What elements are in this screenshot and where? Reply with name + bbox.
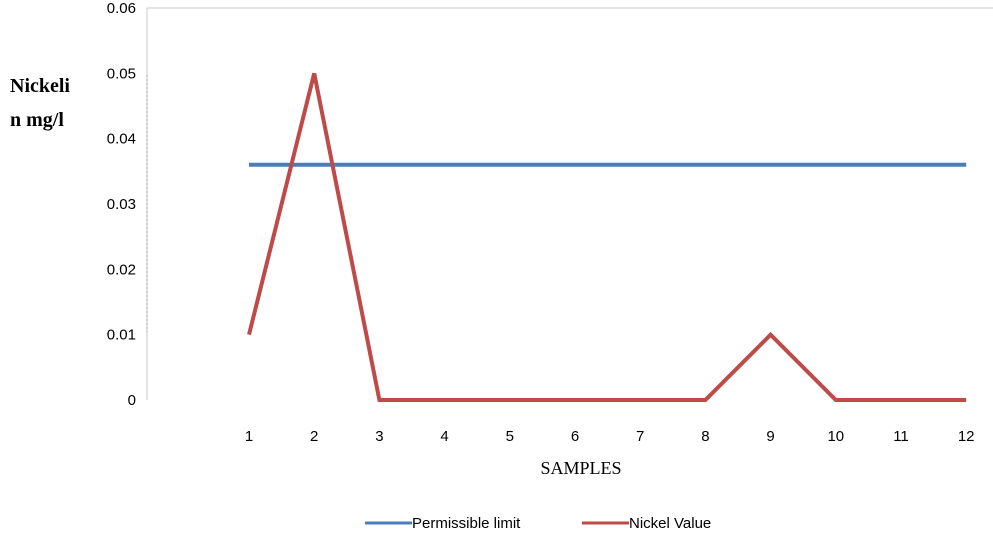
y-tick-label: 0.03: [107, 196, 136, 213]
x-tick-label: 4: [440, 428, 448, 445]
x-tick-label: 6: [571, 428, 579, 445]
y-tick-label: 0.06: [107, 0, 136, 17]
x-axis-title: SAMPLES: [540, 458, 621, 478]
y-tick-label: 0.02: [107, 261, 136, 278]
x-tick-label: 10: [827, 428, 844, 445]
x-tick-label: 9: [766, 428, 774, 445]
x-tick-label: 3: [375, 428, 383, 445]
x-tick-label: 8: [701, 428, 709, 445]
x-tick-label: 11: [893, 428, 909, 445]
y-tick-label: 0.01: [107, 327, 136, 344]
y-tick-label: 0.05: [107, 65, 136, 82]
legend-label-permissible-limit: Permissible limit: [412, 515, 521, 532]
x-tick-label: 5: [506, 428, 514, 445]
x-tick-label: 12: [958, 428, 975, 445]
series-line-nickel-value: [247, 72, 967, 402]
y-axis-title-line-1: Nickeli: [10, 75, 70, 97]
x-tick-label: 2: [310, 428, 318, 445]
x-tick-label: 1: [245, 428, 253, 445]
y-tick-label: 0: [128, 392, 136, 409]
legend: Permissible limit Nickel Value: [365, 515, 711, 532]
x-tick-label: 7: [636, 428, 644, 445]
legend-label-nickel-value: Nickel Value: [629, 515, 711, 532]
y-tick-label: 0.04: [107, 131, 136, 148]
y-axis-title-line-2: n mg/l: [10, 109, 64, 131]
